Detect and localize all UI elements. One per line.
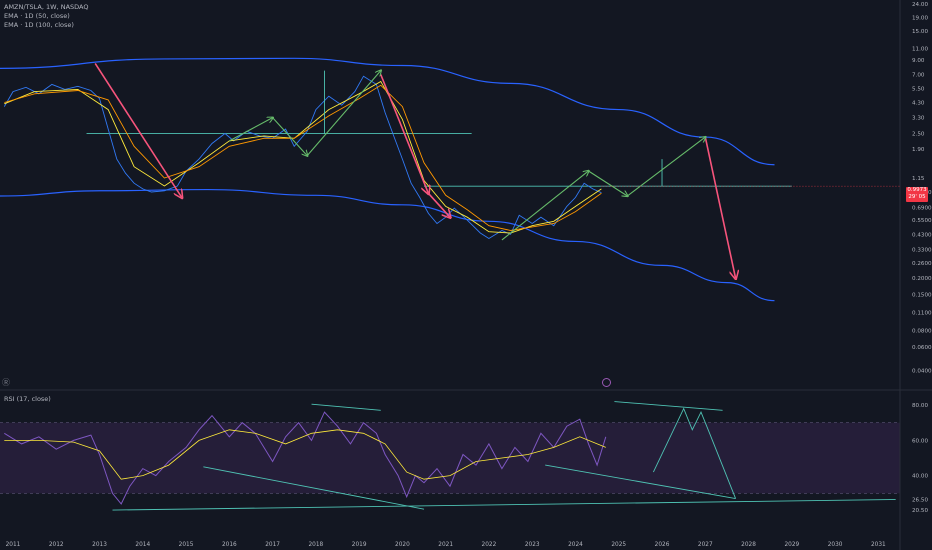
time-tick-label: 2015 <box>179 542 194 548</box>
lower-channel-curve <box>0 188 775 302</box>
price-tick-label: 3.30 <box>912 116 925 122</box>
arrow-down-0 <box>94 63 182 197</box>
time-tick-label: 2012 <box>49 542 64 548</box>
rsi-tick-label: 40.00 <box>912 474 928 480</box>
rsi-trendline-2 <box>311 403 381 411</box>
price-tick-label: 19.00 <box>912 15 928 21</box>
time-tick-label: 2017 <box>265 542 280 548</box>
legend-ema-50[interactable]: EMA · 1D (50, close) <box>4 12 70 20</box>
price-tick-label: 0.2000 <box>912 276 932 282</box>
rsi-trendline-0 <box>112 499 896 511</box>
price-tick-label: 4.30 <box>912 100 925 106</box>
tradingview-logo-icon: Ⓡ <box>2 378 10 387</box>
rsi-trendline-1 <box>203 466 425 510</box>
time-tick-label: 2024 <box>568 542 583 548</box>
time-tick-label: 2030 <box>828 542 843 548</box>
legend-symbol[interactable]: AMZN/TSLA, 1W, NASDAQ <box>4 3 89 11</box>
arrow-up-2 <box>306 71 381 156</box>
time-tick-label: 2016 <box>222 542 237 548</box>
series-line-2 <box>4 84 602 231</box>
arrow-up-4 <box>588 170 627 196</box>
price-tick-label: 1.15 <box>912 176 925 182</box>
price-tick-label: 0.0800 <box>912 329 932 335</box>
rsi-pane <box>4 401 896 511</box>
rsi-projection <box>652 407 737 499</box>
time-tick-label: 2020 <box>395 542 410 548</box>
time-tick-label: 2023 <box>525 542 540 548</box>
time-tick-label: 2028 <box>741 542 756 548</box>
rsi-band <box>0 422 900 494</box>
price-tick-label: 1.90 <box>912 147 925 153</box>
rsi-tick-label: 20.50 <box>912 508 928 514</box>
rsi-tick-label: 26.50 <box>912 497 928 503</box>
price-tick-label: 2.50 <box>912 132 925 138</box>
axes: 24.00 19.00 15.00 11.00 9.00 7.00 5.50 4.30 3.30… <box>6 2 932 548</box>
time-tick-label: 2021 <box>438 542 453 548</box>
arrow-up-3 <box>501 171 589 241</box>
arrow-up-1 <box>272 117 308 156</box>
pane-settings-icon[interactable] <box>602 378 611 387</box>
price-tick-label: 9.00 <box>912 58 925 64</box>
rsi-trendline-3 <box>545 464 736 500</box>
series-line-1 <box>4 80 602 234</box>
price-tick-label: 0.1500 <box>912 293 932 299</box>
price-tick-label: 11.00 <box>912 47 928 53</box>
chart-legend: AMZN/TSLA, 1W, NASDAQ EMA · 1D (50, clos… <box>4 3 88 30</box>
last-price-countdown: 29' 05 <box>908 194 926 200</box>
time-tick-label: 2022 <box>482 542 497 548</box>
price-tick-label: 0.0600 <box>912 345 932 351</box>
last-price-tag: 0.9973 29' 05 <box>906 187 928 202</box>
arrow-up-0 <box>229 118 272 142</box>
rsi-band-fill <box>0 422 900 494</box>
price-tick-label: 0.3300 <box>912 248 932 254</box>
last-price-value: 0.9973 <box>907 187 927 193</box>
price-tick-label: 0.5500 <box>912 218 932 224</box>
arrow-up-5 <box>627 137 705 197</box>
price-tick-label: 24.00 <box>912 2 928 8</box>
price-tick-label: 15.00 <box>912 29 928 35</box>
rsi-line <box>4 411 607 505</box>
time-tick-label: 2027 <box>698 542 713 548</box>
price-tick-label: 0.6900 <box>912 205 932 211</box>
price-tick-label: 0.0400 <box>912 368 932 374</box>
arrow-down-2 <box>427 192 450 217</box>
rsi-tick-label: 80.00 <box>912 403 928 409</box>
price-pane <box>0 57 900 302</box>
arrow-down-1 <box>380 74 429 194</box>
time-tick-label: 2025 <box>611 542 626 548</box>
time-tick-label: 2026 <box>655 542 670 548</box>
rsi-tick-label: 60.00 <box>912 438 928 444</box>
rsi-legend[interactable]: RSI (17, close) <box>4 395 51 403</box>
price-tick-label: 0.1100 <box>912 310 932 316</box>
time-tick-label: 2018 <box>308 542 323 548</box>
time-tick-label: 2011 <box>6 542 21 548</box>
upper-channel-curve <box>0 57 775 166</box>
arrow-down-3 <box>704 136 735 278</box>
time-tick-label: 2019 <box>352 542 367 548</box>
time-tick-label: 2029 <box>784 542 799 548</box>
time-tick-label: 2031 <box>871 542 886 548</box>
price-tick-label: 5.50 <box>912 86 925 92</box>
price-tick-label: 0.4300 <box>912 232 932 238</box>
time-tick-label: 2013 <box>92 542 107 548</box>
rsi-trendline-4 <box>614 401 723 411</box>
rsi-ma-line <box>4 429 606 480</box>
price-tick-label: 7.00 <box>912 73 925 79</box>
time-tick-label: 2014 <box>135 542 150 548</box>
legend-ema-100[interactable]: EMA · 1D (100, close) <box>4 21 74 29</box>
price-tick-label: 0.2600 <box>912 261 932 267</box>
